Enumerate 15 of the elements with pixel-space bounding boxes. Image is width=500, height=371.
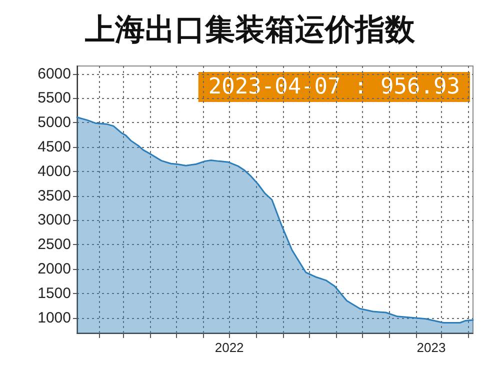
y-tick-label: 5500 [38,90,71,107]
y-tick-label: 2500 [38,236,71,254]
y-tick-label: 2000 [38,260,71,278]
y-tick-label: 6000 [38,65,71,82]
y-tick-label: 4500 [38,138,71,156]
y-tick-label: 4000 [38,162,71,180]
y-tick-label: 1500 [38,284,71,302]
x-tick-label: 2023 [416,340,446,355]
y-tick-label: 3500 [38,187,71,204]
y-tick-label: 5000 [38,114,71,132]
x-tick-label: 2022 [214,340,244,355]
annotation: 2023-04-07 : 956.93 [208,74,460,100]
y-tick-label: 3000 [38,212,71,229]
y-tick-label: 1000 [38,309,71,326]
chart-title: 上海出口集装箱运价指数 [84,12,416,48]
